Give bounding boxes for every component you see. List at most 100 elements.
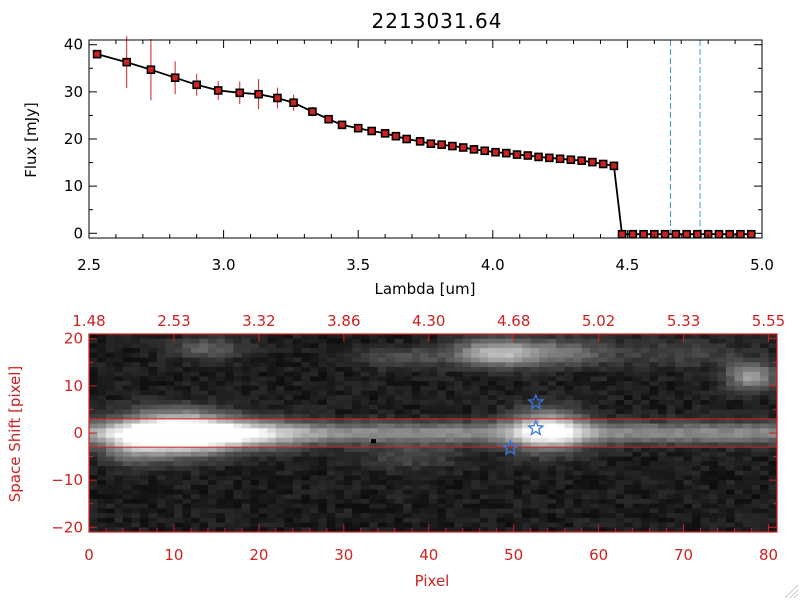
spectrum-point [480, 146, 490, 156]
heatmap-cell [573, 362, 583, 368]
heatmap-cell [165, 357, 175, 363]
heatmap-cell [428, 334, 438, 340]
image-aperture-lines [89, 418, 777, 448]
heatmap-cell [114, 451, 124, 457]
heatmap-cell [666, 513, 676, 519]
heatmap-cell [190, 480, 200, 486]
heatmap-cell [581, 499, 591, 505]
heatmap-cell [411, 451, 421, 457]
heatmap-cell [165, 456, 175, 462]
heatmap-cell [547, 470, 557, 476]
heatmap-cell [148, 390, 158, 396]
heatmap-cell [122, 489, 132, 495]
heatmap-cell [709, 513, 718, 519]
heatmap-cell [768, 451, 778, 457]
spectrum-point [448, 141, 457, 151]
heatmap-cell [335, 499, 345, 505]
heatmap-cell [624, 442, 633, 448]
heatmap-cell [683, 390, 693, 396]
spectrum-point [426, 139, 436, 149]
heatmap-cell [369, 433, 379, 439]
heatmap-cell [292, 414, 302, 420]
heatmap-cell [309, 489, 319, 495]
heatmap-cell [760, 395, 769, 401]
heatmap-cell [250, 423, 260, 429]
heatmap-cell [122, 484, 132, 490]
heatmap-cell [496, 334, 506, 340]
heatmap-cell [768, 484, 778, 490]
heatmap-cell [590, 499, 600, 505]
heatmap-cell [641, 357, 650, 363]
heatmap-cell [675, 348, 684, 354]
heatmap-cell [522, 527, 532, 533]
heatmap-cell [199, 470, 209, 476]
heatmap-cell [768, 503, 778, 509]
heatmap-cell [301, 348, 311, 354]
heatmap-cell [216, 503, 226, 509]
heatmap-cell [89, 508, 98, 514]
heatmap-cell [216, 371, 226, 377]
heatmap-cell [89, 461, 98, 467]
heatmap-cell [700, 489, 710, 495]
heatmap-cell [462, 376, 472, 382]
heatmap-cell [666, 461, 676, 467]
heatmap-cell [326, 517, 336, 523]
heatmap-cell [233, 513, 243, 519]
heatmap-cell [683, 334, 693, 340]
heatmap-cell [352, 367, 362, 373]
heatmap-cell [267, 503, 277, 509]
heatmap-cell [224, 418, 234, 424]
heatmap-cell [726, 371, 735, 377]
heatmap-cell [590, 456, 600, 462]
heatmap-cell [428, 522, 438, 528]
heatmap-cell [743, 489, 752, 495]
heatmap-cell [530, 428, 540, 434]
heatmap-cell [743, 527, 752, 533]
heatmap-cell [216, 466, 226, 472]
heatmap-cell [190, 484, 200, 490]
heatmap-cell [760, 527, 769, 533]
heatmap-cell [505, 437, 515, 443]
heatmap-cell [513, 433, 523, 439]
heatmap-cell [445, 362, 455, 368]
heatmap-cell [114, 395, 124, 401]
heatmap-cell [692, 527, 701, 533]
heatmap-cell [148, 513, 158, 519]
heatmap-cell [683, 362, 693, 368]
heatmap-cell [190, 442, 200, 448]
heatmap-cell [479, 527, 489, 533]
heatmap-cell [513, 466, 523, 472]
heatmap-cell [309, 404, 319, 410]
heatmap-cell [173, 390, 183, 396]
heatmap-cell [607, 428, 617, 434]
heatmap-cell [547, 451, 557, 457]
heatmap-cell [726, 362, 735, 368]
heatmap-cell [454, 466, 464, 472]
image-x-tick-label: 20 [249, 546, 268, 564]
heatmap-cell [743, 442, 752, 448]
heatmap-cell [615, 423, 625, 429]
heatmap-cell [717, 352, 727, 358]
heatmap-cell [683, 437, 693, 443]
heatmap-cell [420, 527, 430, 533]
resize-grip-icon[interactable] [784, 584, 799, 599]
heatmap-cell [641, 414, 650, 420]
heatmap-cell [768, 494, 778, 500]
heatmap-cell [411, 475, 421, 481]
heatmap-cell [292, 527, 302, 533]
heatmap-cell [105, 447, 115, 453]
heatmap-cell [156, 367, 166, 373]
heatmap-cell [581, 423, 591, 429]
heatmap-cell [131, 489, 141, 495]
heatmap-cell [428, 527, 438, 533]
heatmap-cell [411, 367, 421, 373]
heatmap-cell [530, 334, 540, 340]
heatmap-cell [148, 362, 158, 368]
heatmap-cell [335, 381, 345, 387]
heatmap-cell [751, 334, 761, 340]
heatmap-cell [462, 433, 472, 439]
heatmap-cell [683, 343, 693, 349]
heatmap-cell [726, 475, 735, 481]
heatmap-cell [471, 522, 481, 528]
heatmap-cell [590, 489, 600, 495]
